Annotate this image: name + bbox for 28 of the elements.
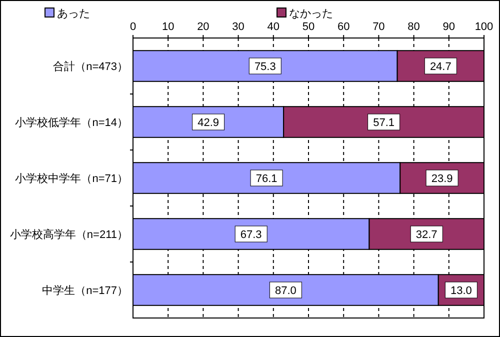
y-tick-label: 中学生（n=177）: [42, 284, 128, 297]
x-tick-label: 0: [130, 21, 136, 33]
data-label: 42.9: [198, 117, 219, 129]
legend-label: なかった: [289, 8, 333, 20]
x-tick-label: 30: [232, 21, 244, 33]
data-label: 67.3: [240, 229, 262, 241]
data-label: 32.7: [416, 229, 438, 241]
x-tick-label: 80: [408, 21, 420, 33]
x-tick-label: 90: [442, 21, 456, 33]
legend-label: あった: [57, 8, 90, 20]
data-label: 23.9: [431, 173, 453, 185]
x-tick-label: 100: [474, 21, 494, 33]
x-tick-label: 10: [162, 21, 174, 33]
x-tick-label: 50: [302, 21, 315, 33]
data-label: 75.3: [254, 61, 276, 73]
data-label: 87.0: [274, 285, 296, 297]
x-tick-label: 60: [337, 21, 350, 33]
x-tick-label: 70: [372, 21, 385, 33]
x-tick-label: 20: [197, 21, 210, 33]
data-label: 13.0: [450, 285, 472, 297]
y-tick-label: 小学校中学年（n=71）: [15, 172, 128, 185]
data-label: 57.1: [373, 117, 394, 129]
data-label: 24.7: [430, 61, 452, 73]
x-tick-label: 40: [267, 21, 280, 33]
y-tick-label: 小学校低学年（n=14）: [15, 116, 128, 129]
data-label: 76.1: [256, 173, 278, 185]
y-tick-label: 合計（n=473）: [53, 60, 128, 73]
y-tick-label: 小学校高学年（n=211）: [10, 228, 128, 241]
